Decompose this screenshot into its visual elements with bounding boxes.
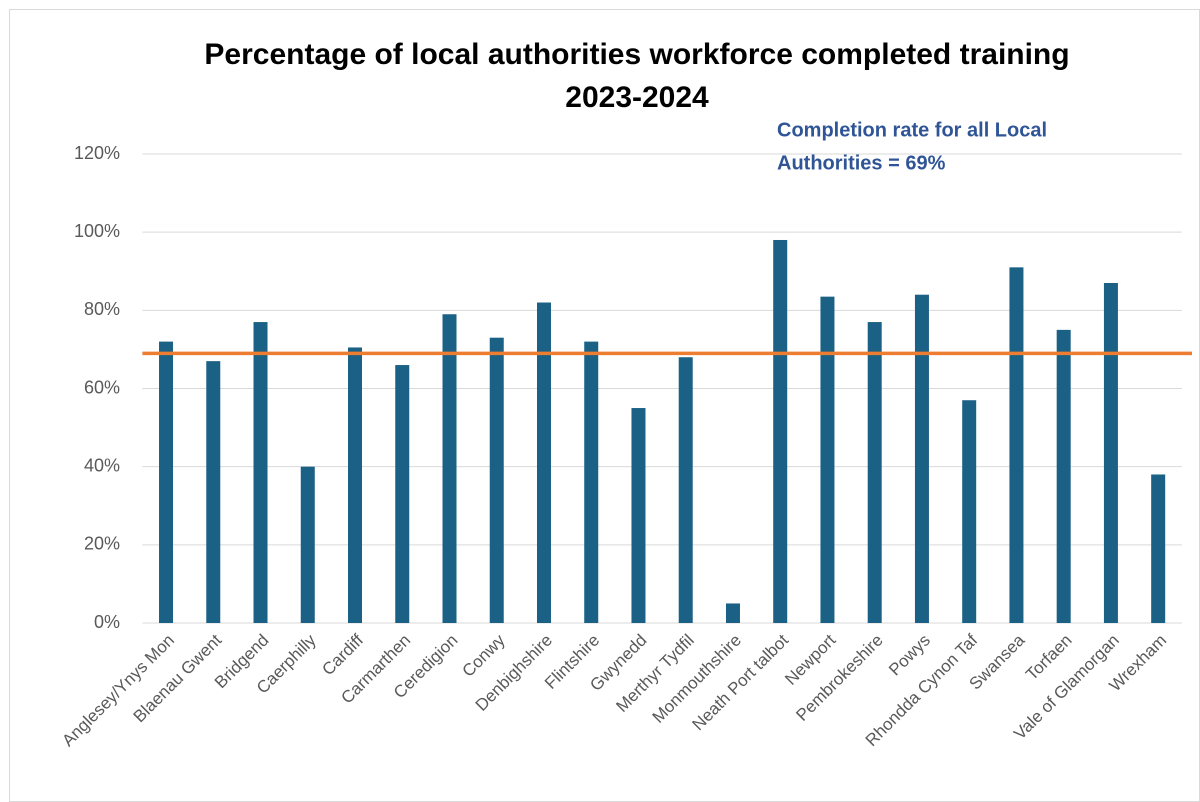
bar	[584, 341, 599, 623]
bar	[253, 322, 268, 623]
bar	[300, 466, 315, 623]
bar	[159, 341, 174, 623]
bar	[631, 408, 646, 623]
chart-title: 2023-2024	[565, 81, 709, 114]
bar	[1009, 267, 1024, 623]
bar	[489, 337, 504, 623]
y-tick-label: 0%	[94, 612, 120, 632]
bar	[206, 361, 221, 623]
y-tick-label: 20%	[84, 534, 120, 554]
bar	[536, 302, 551, 623]
bar	[773, 239, 788, 623]
bar	[442, 314, 457, 623]
annotation: Authorities = 69%	[777, 152, 946, 174]
bar	[725, 603, 740, 623]
bar	[1103, 282, 1118, 623]
bar	[395, 365, 410, 623]
bar	[348, 347, 363, 623]
bar	[962, 400, 977, 623]
y-tick-label: 60%	[84, 377, 120, 397]
y-tick-label: 80%	[84, 299, 120, 319]
y-tick-label: 100%	[74, 221, 120, 241]
bar	[1151, 474, 1166, 623]
bar	[867, 322, 882, 623]
chart-title: Percentage of local authorities workforc…	[204, 38, 1069, 71]
bar	[820, 296, 835, 623]
bar	[914, 294, 929, 623]
bar	[678, 357, 693, 623]
y-tick-label: 120%	[74, 143, 120, 163]
bar	[1056, 329, 1071, 623]
y-tick-label: 40%	[84, 455, 120, 475]
annotation: Completion rate for all Local	[777, 119, 1047, 141]
